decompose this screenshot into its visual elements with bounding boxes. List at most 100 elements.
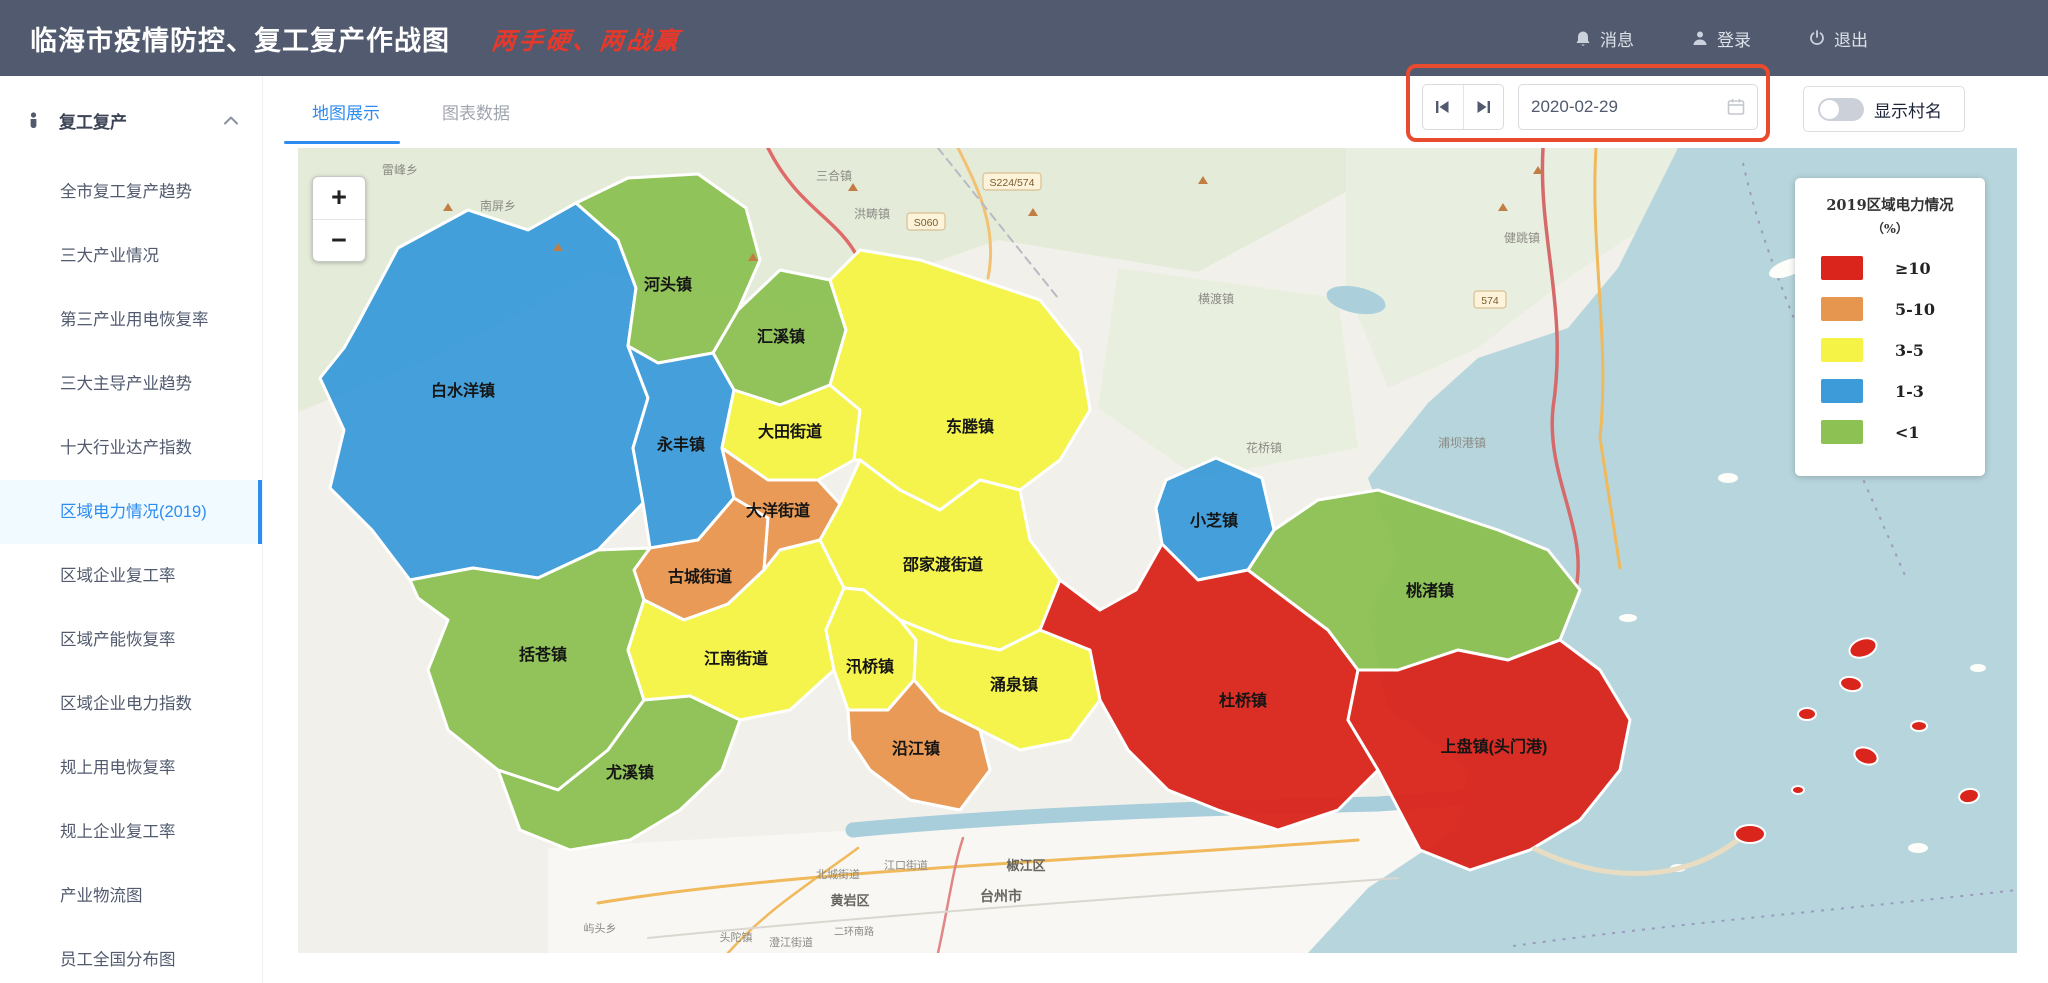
map-lake xyxy=(1326,285,1386,315)
header-nav-login[interactable]: 登录 xyxy=(1692,26,1751,51)
tab-map-display[interactable]: 地图展示 xyxy=(284,76,400,146)
map-place-label: 健跳镇 xyxy=(1504,231,1540,245)
date-input[interactable]: 2020-02-29 xyxy=(1518,84,1758,130)
map-place-label: 屿头乡 xyxy=(584,922,617,935)
tabs: 地图展示 图表数据 xyxy=(284,76,558,146)
show-villages-toggle[interactable] xyxy=(1818,97,1864,121)
sidebar-group-label: 复工复产 xyxy=(59,112,127,132)
sidebar-item-1[interactable]: 三大产业情况 xyxy=(60,247,159,265)
map-region-label-huixi: 汇溪镇 xyxy=(757,327,805,346)
svg-text:S060: S060 xyxy=(914,217,939,229)
map-region-label-jiangnan: 江南街道 xyxy=(704,649,768,668)
sidebar-item-7[interactable]: 区域产能恢复率 xyxy=(60,631,176,649)
map-region-label-shaojiadu: 邵家渡街道 xyxy=(902,555,983,574)
date-value: 2020-02-29 xyxy=(1531,97,1618,116)
map-region-label-taozhu: 桃渚镇 xyxy=(1406,581,1454,600)
mountain-markers-layer xyxy=(443,166,1543,261)
header-nav-label: 退出 xyxy=(1834,30,1868,50)
map-place-label: 洪畴镇 xyxy=(854,207,890,221)
mountain-icon xyxy=(1533,166,1543,174)
header-nav-label: 登录 xyxy=(1717,30,1751,50)
sidebar-item-3[interactable]: 三大主导产业趋势 xyxy=(60,375,192,393)
header-nav-logout[interactable]: 退出 xyxy=(1809,26,1868,51)
road-badges-layer: S224/574 S060 574 xyxy=(906,172,1507,309)
sidebar-item-12[interactable]: 员工全国分布图 xyxy=(60,951,176,969)
prev-date-button[interactable] xyxy=(1423,85,1464,129)
road-badge: 574 xyxy=(1473,290,1507,309)
legend-title: 2019区域电力情况 xyxy=(1826,197,1954,214)
map-place-label: 江口街道 xyxy=(884,858,928,872)
map-place-label: 雷峰乡 xyxy=(382,163,418,177)
map-place-label: 北城街道 xyxy=(816,867,860,881)
map-region-label-dongteng: 东塍镇 xyxy=(946,417,994,436)
road-badge: S224/574 xyxy=(982,172,1042,191)
regions-layer: 白水洋镇河头镇汇溪镇永丰镇大田街道 东塍镇古城街道大洋街道邵家渡街道小芝镇括苍镇江… xyxy=(318,172,1632,872)
legend-swatch xyxy=(1821,379,1863,403)
map-place-label: 台州市 xyxy=(980,888,1022,904)
user-icon xyxy=(1692,30,1708,46)
page-title: 临海市疫情防控、复工复产作战图 xyxy=(30,25,450,56)
chevron-up-icon xyxy=(224,116,238,124)
legend-label: ≥10 xyxy=(1895,258,1931,278)
map-region-label-youxi: 尤溪镇 xyxy=(606,763,654,782)
sidebar-group-resume-work[interactable]: 复工复产 xyxy=(0,92,262,148)
map-zoom-control: + − xyxy=(312,176,366,262)
legend-entry: ≥10 xyxy=(1821,253,1985,283)
mountain-icon xyxy=(1198,176,1208,184)
main-content: 地图展示 图表数据 xyxy=(263,76,2048,983)
next-date-button[interactable] xyxy=(1464,85,1504,129)
map-place-label: 花桥镇 xyxy=(1246,440,1282,455)
map-place-label: 浦坝港镇 xyxy=(1438,436,1486,450)
legend-label: <1 xyxy=(1895,422,1920,442)
sidebar-item-0[interactable]: 全市复工复产趋势 xyxy=(60,183,192,201)
header-nav: 消息 登录 退出 xyxy=(1575,0,1868,76)
sidebar-item-6[interactable]: 区域企业复工率 xyxy=(60,567,176,585)
map-region-shangpan[interactable] xyxy=(1346,638,1632,872)
map-region-youxi[interactable] xyxy=(496,694,742,852)
header-nav-messages[interactable]: 消息 xyxy=(1575,26,1634,51)
zoom-out-button[interactable]: − xyxy=(313,220,365,262)
sidebar-item-4[interactable]: 十大行业达产指数 xyxy=(60,439,192,457)
map-region-label-datian: 大田街道 xyxy=(758,422,822,441)
map-canvas[interactable]: 白水洋镇 河头镇 汇溪镇 永丰镇 大田街道 东塍镇 古城街道 大洋街道 邵家渡街道 小芝镇 括苍镇江… xyxy=(298,148,2017,953)
map-region-label-gucheng: 古城街道 xyxy=(668,567,732,586)
choropleth-map: 白水洋镇河头镇汇溪镇永丰镇大田街道 东塍镇古城街道大洋街道邵家渡街道小芝镇括苍镇江… xyxy=(298,148,2017,953)
bell-icon xyxy=(1575,30,1591,47)
mountain-icon xyxy=(748,253,758,261)
sidebar-item-11[interactable]: 产业物流图 xyxy=(60,887,143,905)
map-region-label-duqiao: 杜桥镇 xyxy=(1219,691,1267,710)
show-villages-label: 显示村名 xyxy=(1874,101,1942,121)
toolbar: 2020-02-29 显示村名 xyxy=(263,76,2048,148)
legend-label: 1-3 xyxy=(1895,381,1924,401)
legend-entry: 3-5 xyxy=(1821,335,1985,365)
sidebar-item-9[interactable]: 规上用电恢复率 xyxy=(60,759,176,777)
mountain-icon xyxy=(848,183,858,191)
sidebar-item-2[interactable]: 第三产业用电恢复率 xyxy=(60,311,209,329)
sidebar-item-8[interactable]: 区域企业电力指数 xyxy=(60,695,192,713)
calendar-icon xyxy=(1727,99,1745,115)
sidebar-item-5[interactable]: 区域电力情况(2019) xyxy=(0,480,262,544)
map-place-label: 三合镇 xyxy=(816,168,852,183)
map-place-label: 黄岩区 xyxy=(830,893,869,908)
map-region-label-xiaozhi: 小芝镇 xyxy=(1190,511,1238,530)
legend-swatch xyxy=(1821,420,1863,444)
person-icon xyxy=(30,111,37,128)
legend-entry: 5-10 xyxy=(1821,294,1985,324)
map-region-label-shangpan: 上盘镇(头门港) xyxy=(1441,737,1548,756)
map-place-label: 澄江街道 xyxy=(769,935,813,949)
power-icon xyxy=(1809,30,1825,46)
sidebar-item-10[interactable]: 规上企业复工率 xyxy=(60,823,176,841)
legend-swatch xyxy=(1821,256,1863,280)
mountain-icon xyxy=(1028,208,1038,216)
road-badge: S060 xyxy=(906,212,946,231)
legend-swatch xyxy=(1821,297,1863,321)
header-slogan: 两手硬、两战赢 xyxy=(490,25,683,55)
legend-label: 3-5 xyxy=(1895,340,1924,360)
mountain-icon xyxy=(443,203,453,211)
zoom-in-button[interactable]: + xyxy=(313,177,365,220)
map-region-yanjiang[interactable] xyxy=(846,678,992,812)
map-region-label-dayang: 大洋街道 xyxy=(746,501,810,520)
map-urban-area xyxy=(548,796,1458,953)
tab-chart-data[interactable]: 图表数据 xyxy=(442,103,510,123)
